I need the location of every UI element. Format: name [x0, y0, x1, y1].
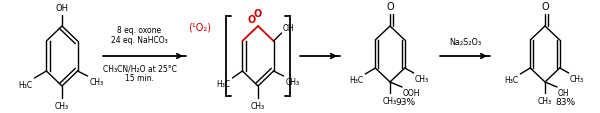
Text: 83%: 83%: [555, 97, 575, 106]
Text: H₃C: H₃C: [216, 79, 230, 88]
Text: (¹O₂): (¹O₂): [188, 23, 211, 33]
Text: CH₃: CH₃: [538, 96, 552, 105]
Text: OH: OH: [283, 24, 294, 33]
Text: CH₃CN/H₂O at 25°C: CH₃CN/H₂O at 25°C: [103, 64, 176, 73]
Text: CH₃: CH₃: [415, 74, 429, 83]
Text: H₃C: H₃C: [18, 80, 32, 89]
Text: CH₃: CH₃: [383, 96, 397, 105]
Text: OH: OH: [558, 88, 569, 97]
Text: OH: OH: [56, 4, 68, 13]
Text: CH₃: CH₃: [55, 101, 69, 110]
Text: O: O: [248, 15, 256, 25]
Text: 8 eq. oxone: 8 eq. oxone: [118, 26, 161, 35]
Text: Na₂S₂O₃: Na₂S₂O₃: [449, 38, 481, 47]
Text: CH₃: CH₃: [251, 101, 265, 110]
Text: CH₃: CH₃: [570, 74, 584, 83]
Text: 15 min.: 15 min.: [125, 73, 154, 82]
Text: O: O: [254, 9, 262, 19]
Text: CH₃: CH₃: [89, 77, 104, 86]
Text: 93%: 93%: [395, 97, 415, 106]
Text: 24 eq. NaHCO₃: 24 eq. NaHCO₃: [111, 36, 168, 45]
Text: OOH: OOH: [403, 88, 421, 97]
Text: O: O: [541, 2, 549, 12]
Text: H₃C: H₃C: [504, 75, 518, 84]
Text: H₃C: H₃C: [349, 75, 363, 84]
Text: CH₃: CH₃: [286, 77, 300, 86]
Text: O: O: [386, 2, 394, 12]
